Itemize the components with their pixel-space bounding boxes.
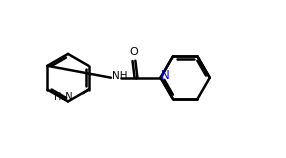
Text: O: O [130, 47, 138, 57]
Text: H₂N: H₂N [54, 92, 73, 102]
Text: NH: NH [112, 71, 127, 81]
Text: N: N [161, 69, 170, 82]
